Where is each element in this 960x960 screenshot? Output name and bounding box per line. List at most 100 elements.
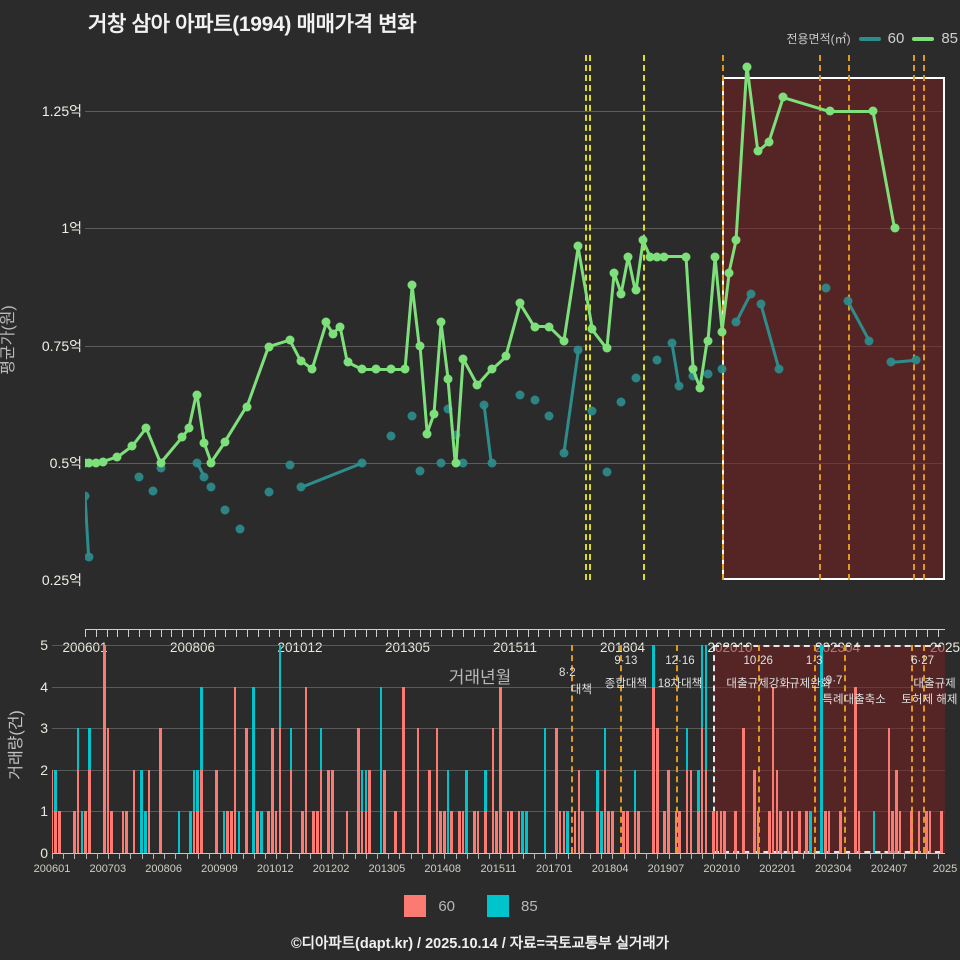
price-data-point[interactable] bbox=[98, 457, 108, 467]
volume-bar[interactable] bbox=[379, 686, 383, 853]
volume-bar[interactable] bbox=[147, 769, 151, 853]
volume-bar[interactable] bbox=[887, 728, 891, 853]
price-data-point[interactable] bbox=[285, 460, 295, 470]
volume-bar[interactable] bbox=[73, 811, 76, 853]
volume-bar[interactable] bbox=[820, 645, 823, 853]
volume-bar[interactable] bbox=[84, 811, 87, 853]
volume-bar[interactable] bbox=[252, 686, 256, 853]
volume-bar[interactable] bbox=[741, 728, 745, 853]
volume-bar[interactable] bbox=[274, 811, 278, 853]
volume-bar[interactable] bbox=[364, 811, 368, 853]
volume-bar[interactable] bbox=[573, 811, 577, 853]
volume-bar[interactable] bbox=[633, 811, 637, 853]
price-data-point[interactable] bbox=[206, 458, 216, 468]
volume-bar[interactable] bbox=[753, 769, 756, 853]
volume-bar[interactable] bbox=[368, 769, 371, 853]
price-data-point[interactable] bbox=[436, 317, 446, 327]
price-data-point[interactable] bbox=[602, 467, 612, 477]
price-data-point[interactable] bbox=[285, 335, 295, 345]
price-data-point[interactable] bbox=[911, 355, 921, 365]
volume-bar[interactable] bbox=[663, 811, 667, 853]
volume-bar[interactable] bbox=[76, 769, 80, 853]
volume-bar[interactable] bbox=[854, 686, 857, 853]
price-data-point[interactable] bbox=[148, 486, 158, 496]
price-data-point[interactable] bbox=[192, 390, 202, 400]
volume-bar[interactable] bbox=[939, 811, 943, 853]
volume-bar[interactable] bbox=[809, 811, 812, 853]
volume-bar[interactable] bbox=[76, 728, 80, 770]
price-data-point[interactable] bbox=[731, 235, 741, 245]
volume-bar[interactable] bbox=[465, 769, 469, 853]
volume-bar[interactable] bbox=[622, 811, 625, 853]
volume-bar[interactable] bbox=[771, 686, 775, 853]
volume-bar[interactable] bbox=[58, 811, 61, 853]
price-data-point[interactable] bbox=[587, 324, 597, 334]
price-data-point[interactable] bbox=[112, 452, 122, 462]
price-data-point[interactable] bbox=[458, 458, 468, 468]
volume-bar[interactable] bbox=[517, 811, 521, 853]
volume-bar[interactable] bbox=[652, 645, 655, 687]
price-data-point[interactable] bbox=[343, 357, 353, 367]
volume-bar[interactable] bbox=[457, 811, 461, 853]
volume-bar[interactable] bbox=[54, 769, 58, 812]
volume-bar[interactable] bbox=[360, 769, 364, 812]
price-data-point[interactable] bbox=[91, 458, 101, 468]
volume-bar[interactable] bbox=[121, 811, 125, 853]
volume-bar[interactable] bbox=[768, 811, 771, 853]
price-data-point[interactable] bbox=[515, 390, 525, 400]
legend-bottom-item-85[interactable]: 85 bbox=[487, 895, 538, 917]
volume-bar[interactable] bbox=[394, 811, 398, 853]
volume-bar[interactable] bbox=[499, 686, 502, 853]
price-data-point[interactable] bbox=[544, 411, 554, 421]
price-data-point[interactable] bbox=[616, 397, 626, 407]
volume-bar[interactable] bbox=[775, 769, 779, 853]
volume-bar[interactable] bbox=[401, 686, 405, 853]
price-data-point[interactable] bbox=[645, 252, 655, 262]
volume-bar[interactable] bbox=[917, 811, 921, 853]
volume-bar[interactable] bbox=[88, 769, 91, 853]
price-data-point[interactable] bbox=[400, 364, 410, 374]
price-data-point[interactable] bbox=[515, 298, 525, 308]
price-data-point[interactable] bbox=[609, 268, 619, 278]
price-data-point[interactable] bbox=[335, 322, 345, 332]
volume-bar[interactable] bbox=[562, 811, 566, 853]
volume-bar[interactable] bbox=[685, 769, 689, 853]
price-data-point[interactable] bbox=[407, 280, 417, 290]
volume-bar[interactable] bbox=[196, 769, 199, 812]
legend-bottom-item-60[interactable]: 60 bbox=[404, 895, 455, 917]
volume-bar[interactable] bbox=[495, 811, 498, 853]
volume-bar[interactable] bbox=[233, 686, 237, 853]
price-data-point[interactable] bbox=[659, 252, 669, 262]
volume-bar[interactable] bbox=[52, 769, 54, 853]
volume-bar[interactable] bbox=[357, 728, 360, 853]
volume-bar[interactable] bbox=[416, 728, 420, 853]
volume-bar[interactable] bbox=[510, 811, 513, 853]
volume-bar[interactable] bbox=[839, 811, 842, 853]
volume-bar[interactable] bbox=[715, 811, 719, 853]
volume-bar[interactable] bbox=[289, 728, 293, 770]
price-data-point[interactable] bbox=[724, 268, 734, 278]
price-data-point[interactable] bbox=[206, 482, 216, 492]
volume-bar[interactable] bbox=[435, 728, 439, 853]
volume-bar[interactable] bbox=[177, 811, 181, 853]
price-data-point[interactable] bbox=[530, 322, 540, 332]
price-data-point[interactable] bbox=[458, 354, 468, 364]
volume-bar[interactable] bbox=[898, 811, 902, 853]
volume-bar[interactable] bbox=[271, 728, 274, 853]
price-data-point[interactable] bbox=[264, 342, 273, 352]
volume-bar[interactable] bbox=[872, 811, 876, 853]
volume-bar[interactable] bbox=[566, 811, 569, 853]
volume-bar[interactable] bbox=[667, 769, 670, 853]
volume-bar[interactable] bbox=[88, 728, 91, 770]
volume-bar[interactable] bbox=[461, 811, 465, 853]
volume-bar[interactable] bbox=[230, 811, 233, 853]
volume-bar[interactable] bbox=[521, 811, 525, 853]
price-data-point[interactable] bbox=[371, 364, 381, 374]
price-data-point[interactable] bbox=[199, 438, 209, 448]
volume-bar[interactable] bbox=[289, 769, 293, 853]
volume-bar[interactable] bbox=[484, 811, 487, 853]
price-data-point[interactable] bbox=[778, 92, 788, 102]
price-data-point[interactable] bbox=[501, 351, 511, 361]
volume-bar[interactable] bbox=[678, 811, 681, 853]
volume-bar[interactable] bbox=[196, 811, 199, 853]
